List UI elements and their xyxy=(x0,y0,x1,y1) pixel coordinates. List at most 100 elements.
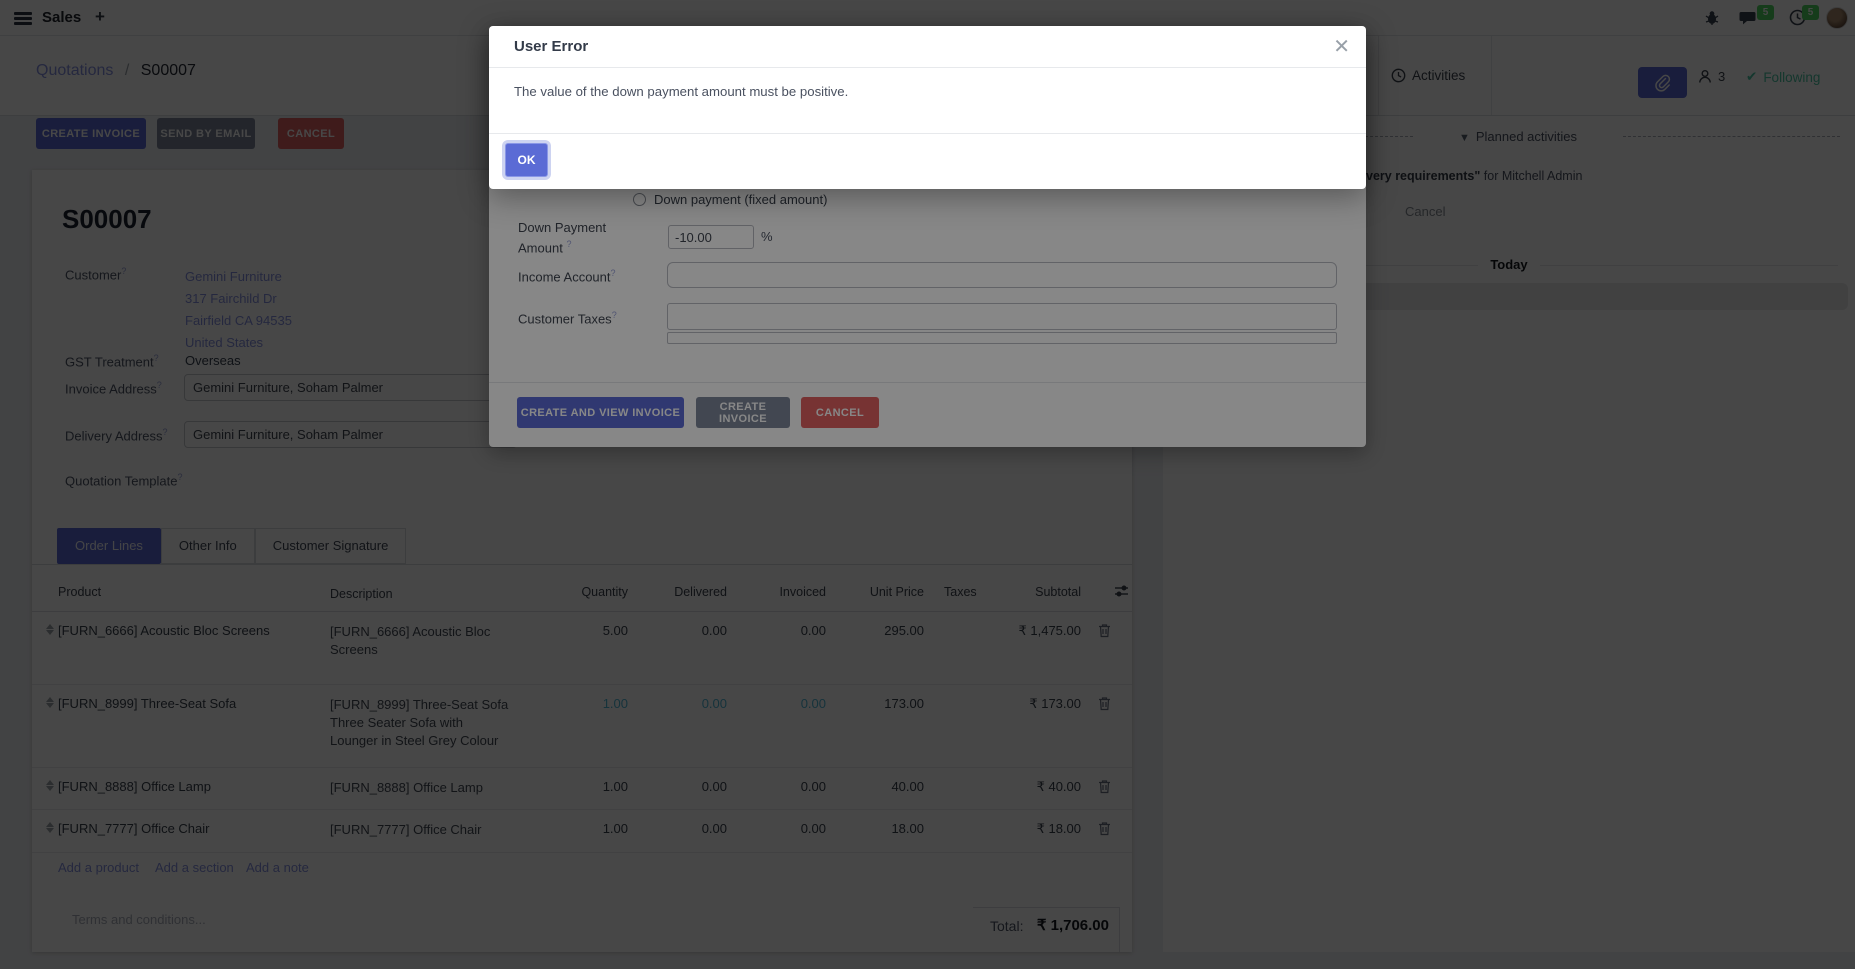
help-icon: ? xyxy=(156,380,162,390)
order-line-row[interactable]: [FURN_6666] Acoustic Bloc Screens [FURN_… xyxy=(32,612,1132,685)
drag-handle-icon[interactable] xyxy=(46,821,60,837)
header-delivered[interactable]: Delivered xyxy=(674,585,727,599)
cell-description[interactable]: [FURN_7777] Office Chair xyxy=(330,822,482,837)
header-description[interactable]: Description xyxy=(330,587,393,601)
quotation-template-label: Quotation Template? xyxy=(65,472,183,489)
help-icon: ? xyxy=(610,268,616,278)
cell-delivered[interactable]: 0.00 xyxy=(701,623,727,638)
cell-description[interactable]: [FURN_8888] Office Lamp xyxy=(330,780,483,795)
delete-row-icon[interactable] xyxy=(1098,696,1118,711)
messages-count-badge: 5 xyxy=(1757,5,1774,20)
delivery-address-input[interactable] xyxy=(184,421,517,448)
cell-subtotal: ₹ 40.00 xyxy=(1036,779,1081,794)
create-invoice-button-wizard[interactable]: CREATE INVOICE xyxy=(696,397,790,428)
radio-icon[interactable] xyxy=(633,193,646,206)
order-line-row[interactable]: [FURN_7777] Office Chair [FURN_7777] Off… xyxy=(32,810,1132,853)
divider xyxy=(489,133,1366,134)
cell-invoiced[interactable]: 0.00 xyxy=(800,623,826,638)
app-name[interactable]: Sales xyxy=(42,9,82,26)
close-icon[interactable]: ✕ xyxy=(1333,36,1350,58)
create-invoice-button[interactable]: CREATE INVOICE xyxy=(36,118,146,149)
add-a-section-link[interactable]: Add a section xyxy=(155,860,234,875)
cell-invoiced[interactable]: 0.00 xyxy=(800,779,826,794)
cancel-wizard-button[interactable]: CANCEL xyxy=(801,397,879,428)
customer-taxes-extra-row[interactable] xyxy=(667,332,1337,344)
hamburger-menu-icon[interactable] xyxy=(14,12,32,15)
terms-and-conditions-field[interactable]: Terms and conditions... xyxy=(72,912,206,927)
header-taxes[interactable]: Taxes xyxy=(944,585,977,599)
drag-handle-icon[interactable] xyxy=(46,623,60,639)
header-unit-price[interactable]: Unit Price xyxy=(869,585,924,599)
cell-description[interactable]: [FURN_8999] Three-Seat Sofa Three Seater… xyxy=(330,697,509,748)
customer-street-link[interactable]: 317 Fairchild Dr xyxy=(185,291,277,306)
tab-other-info[interactable]: Other Info xyxy=(160,528,255,564)
divider xyxy=(1378,36,1379,115)
cell-invoiced[interactable]: 0.00 xyxy=(800,821,826,836)
cell-unit-price[interactable]: 173.00 xyxy=(884,696,924,711)
error-message: The value of the down payment amount mus… xyxy=(514,84,849,99)
down-payment-amount-input[interactable] xyxy=(668,225,754,249)
activities-button[interactable]: Activities xyxy=(1391,68,1465,83)
planned-activities-toggle[interactable]: ▼ Planned activities xyxy=(1423,129,1613,144)
followers-button[interactable]: 3 xyxy=(1698,69,1725,84)
tab-order-lines[interactable]: Order Lines xyxy=(57,528,161,564)
cell-delivered[interactable]: 0.00 xyxy=(701,779,727,794)
planned-activities-label: Planned activities xyxy=(1475,129,1578,144)
breadcrumb-quotations-link[interactable]: Quotations xyxy=(36,62,114,79)
cell-delivered[interactable]: 0.00 xyxy=(701,696,727,711)
ok-button[interactable]: OK xyxy=(505,143,548,177)
messages-chat-icon[interactable] xyxy=(1739,10,1757,26)
income-account-input[interactable] xyxy=(667,262,1337,288)
cell-quantity[interactable]: 1.00 xyxy=(602,821,628,836)
cell-product[interactable]: [FURN_7777] Office Chair xyxy=(58,821,210,836)
header-subtotal[interactable]: Subtotal xyxy=(1035,585,1081,599)
debug-bug-icon[interactable] xyxy=(1704,10,1720,26)
optional-columns-icon[interactable] xyxy=(1114,584,1129,598)
cell-quantity[interactable]: 1.00 xyxy=(602,696,628,711)
cell-invoiced[interactable]: 0.00 xyxy=(800,696,826,711)
add-a-note-link[interactable]: Add a note xyxy=(246,860,309,875)
new-record-plus-icon[interactable]: + xyxy=(95,7,105,26)
cell-unit-price[interactable]: 295.00 xyxy=(884,623,924,638)
customer-taxes-label: Customer Taxes? xyxy=(518,310,617,327)
drag-handle-icon[interactable] xyxy=(46,779,60,795)
cell-unit-price[interactable]: 40.00 xyxy=(891,779,924,794)
cell-product[interactable]: [FURN_6666] Acoustic Bloc Screens xyxy=(58,623,270,638)
customer-city-link[interactable]: Fairfield CA 94535 xyxy=(185,313,292,328)
delete-row-icon[interactable] xyxy=(1098,623,1118,638)
customer-country-link[interactable]: United States xyxy=(185,335,264,350)
header-invoiced[interactable]: Invoiced xyxy=(779,585,826,599)
order-line-row[interactable]: [FURN_8888] Office Lamp [FURN_8888] Offi… xyxy=(32,768,1132,810)
following-button[interactable]: ✔ Following xyxy=(1746,69,1820,85)
cancel-quotation-button[interactable]: CANCEL xyxy=(278,118,344,149)
user-avatar[interactable] xyxy=(1826,7,1848,29)
invoice-address-input[interactable] xyxy=(184,374,517,401)
customer-name-link[interactable]: Gemini Furniture xyxy=(185,269,282,284)
send-by-email-button[interactable]: SEND BY EMAIL xyxy=(157,118,255,149)
drag-handle-icon[interactable] xyxy=(46,696,60,712)
cell-delivered[interactable]: 0.00 xyxy=(701,821,727,836)
cell-unit-price[interactable]: 18.00 xyxy=(891,821,924,836)
order-line-row[interactable]: [FURN_8999] Three-Seat Sofa [FURN_8999] … xyxy=(32,685,1132,768)
cell-product[interactable]: [FURN_8888] Office Lamp xyxy=(58,779,211,794)
header-product[interactable]: Product xyxy=(58,585,102,599)
attachments-button[interactable] xyxy=(1638,67,1687,98)
income-account-label: Income Account? xyxy=(518,268,616,285)
tab-customer-signature[interactable]: Customer Signature xyxy=(254,528,407,564)
help-icon: ? xyxy=(177,472,183,482)
dialog-title: User Error xyxy=(514,38,589,55)
delete-row-icon[interactable] xyxy=(1098,821,1118,836)
delete-row-icon[interactable] xyxy=(1098,779,1118,794)
add-a-product-link[interactable]: Add a product xyxy=(58,860,139,875)
cell-description[interactable]: [FURN_6666] Acoustic Bloc Screens xyxy=(330,624,491,657)
help-icon: ? xyxy=(153,353,159,363)
activity-cancel-link[interactable]: Cancel xyxy=(1405,204,1446,219)
cell-quantity[interactable]: 5.00 xyxy=(602,623,628,638)
down-payment-fixed-option[interactable]: Down payment (fixed amount) xyxy=(633,192,827,207)
cell-quantity[interactable]: 1.00 xyxy=(602,779,628,794)
create-and-view-invoice-button[interactable]: CREATE AND VIEW INVOICE xyxy=(517,397,684,428)
cell-product[interactable]: [FURN_8999] Three-Seat Sofa xyxy=(58,696,237,711)
total-box: Total: ₹ 1,706.00 xyxy=(973,907,1120,952)
header-quantity[interactable]: Quantity xyxy=(581,585,628,599)
customer-taxes-input[interactable] xyxy=(667,303,1337,330)
